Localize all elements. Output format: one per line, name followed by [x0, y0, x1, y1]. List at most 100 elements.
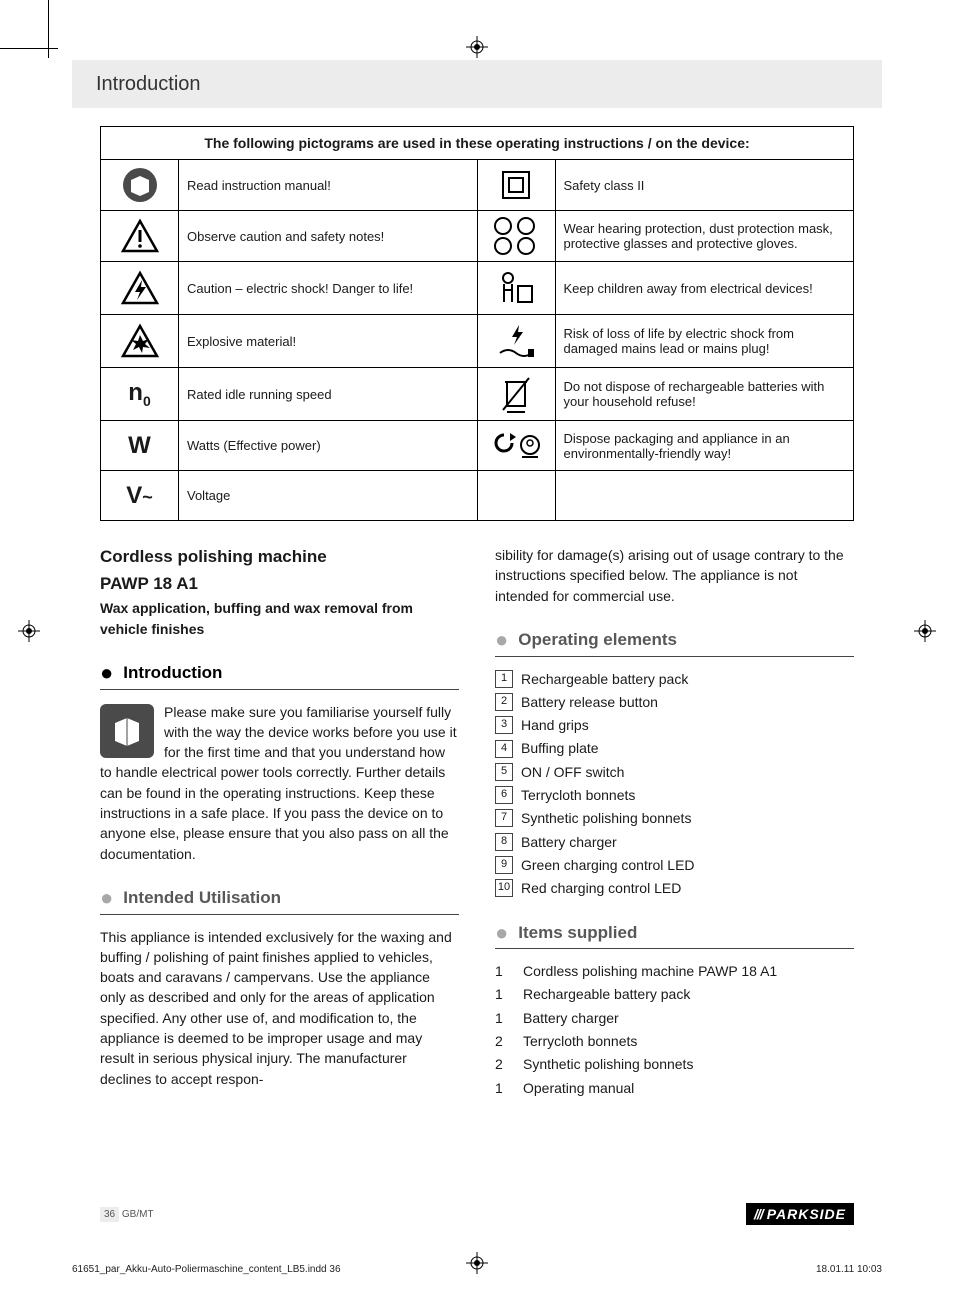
intended-continuation: sibility for damage(s) arising out of us…: [495, 545, 854, 606]
section-heading-introduction: ● Introduction: [100, 661, 459, 690]
item-number-box: 5: [495, 763, 513, 781]
intended-text: This appliance is intended exclusively f…: [100, 927, 459, 1089]
item-label: ON / OFF switch: [521, 762, 624, 782]
list-item: 1 Operating manual: [495, 1078, 854, 1098]
manual-icon: [109, 166, 170, 204]
page-number: 36: [100, 1207, 119, 1222]
item-label: Red charging control LED: [521, 878, 681, 898]
list-item: 4Buffing plate: [495, 738, 854, 758]
item-number-box: 6: [495, 786, 513, 804]
table-row: Observe caution and safety notes! Wear h…: [101, 211, 854, 262]
keep-children-away-icon: [486, 268, 547, 308]
section-title: Introduction: [123, 661, 222, 686]
bullet-icon: ●: [100, 889, 113, 907]
bullet-icon: ●: [495, 924, 508, 942]
list-item: 1Rechargeable battery pack: [495, 669, 854, 689]
section-header: Introduction: [72, 60, 882, 108]
product-subtitle: Wax application, buffing and wax removal…: [100, 598, 459, 639]
ppe-icons: [486, 217, 547, 255]
picto-table-header: The following pictograms are used in the…: [101, 127, 854, 160]
n0-main: n: [128, 379, 143, 406]
pictogram-table: The following pictograms are used in the…: [100, 126, 854, 521]
section-heading-operating: ● Operating elements: [495, 628, 854, 657]
list-item: 10 Red charging control LED: [495, 878, 854, 898]
item-label: Synthetic polishing bonnets: [521, 808, 691, 828]
no-bin-icon: [486, 374, 547, 414]
picto-desc: Caution – electric shock! Danger to life…: [179, 262, 478, 315]
item-qty: 1: [495, 984, 509, 1004]
page-content: Introduction The following pictograms ar…: [72, 60, 882, 1225]
operating-elements-list: 1Rechargeable battery pack 2 Battery relea…: [495, 669, 854, 899]
picto-desc: Watts (Effective power): [179, 421, 478, 471]
bullet-icon: ●: [100, 664, 113, 682]
registration-mark-icon: [18, 620, 40, 642]
item-qty: 1: [495, 961, 509, 981]
tilde-text: ~: [142, 487, 153, 507]
manual-icon: [100, 704, 154, 758]
electric-shock-icon: [109, 268, 170, 308]
item-label: Battery charger: [521, 832, 617, 852]
list-item: 7 Synthetic polishing bonnets: [495, 808, 854, 828]
picto-desc: Observe caution and safety notes!: [179, 211, 478, 262]
item-number-box: 10: [495, 879, 513, 897]
list-item: 2 Terrycloth bonnets: [495, 1031, 854, 1051]
list-item: 8Battery charger: [495, 832, 854, 852]
table-row: Explosive material! Risk of loss of life…: [101, 315, 854, 368]
item-name: Synthetic polishing bonnets: [523, 1054, 693, 1074]
item-qty: 2: [495, 1054, 509, 1074]
item-label: Buffing plate: [521, 738, 599, 758]
intro-paragraph: Please make sure you familiarise yoursel…: [100, 702, 459, 864]
locale: GB/MT: [122, 1209, 154, 1220]
indd-filename: 61651_par_Akku-Auto-Poliermaschine_conte…: [72, 1264, 341, 1275]
item-name: Rechargeable battery pack: [523, 984, 690, 1004]
item-qty: 1: [495, 1008, 509, 1028]
picto-desc: Dispose packaging and appliance in an en…: [555, 421, 854, 471]
brand-slashes-icon: ///: [754, 1206, 763, 1222]
footer-page-info: 36 GB/MT: [100, 1209, 154, 1220]
watt-text: W: [128, 432, 151, 460]
list-item: 3 Hand grips: [495, 715, 854, 735]
item-name: Cordless polishing machine PAWP 18 A1: [523, 961, 777, 981]
item-number-box: 1: [495, 670, 513, 688]
table-row: W Watts (Effective power) Dispose packag…: [101, 421, 854, 471]
product-title-1: Cordless polishing machine: [100, 545, 459, 570]
item-number-box: 7: [495, 809, 513, 827]
voltage-symbol: V~: [109, 477, 170, 514]
picto-desc: Explosive material!: [179, 315, 478, 368]
right-column: sibility for damage(s) arising out of us…: [495, 545, 854, 1101]
item-name: Terrycloth bonnets: [523, 1031, 637, 1051]
item-label: Hand grips: [521, 715, 589, 735]
item-label: Battery release button: [521, 692, 658, 712]
item-name: Operating manual: [523, 1078, 634, 1098]
item-number-box: 9: [495, 856, 513, 874]
table-row: Read instruction manual! Safety class II: [101, 160, 854, 211]
section-title: Operating elements: [518, 628, 677, 653]
watt-symbol: W: [109, 427, 170, 464]
picto-desc: Read instruction manual!: [179, 160, 478, 211]
page-footer: 36 GB/MT ///PARKSIDE: [100, 1203, 854, 1225]
damaged-lead-icon: [486, 321, 547, 361]
crop-mark: [48, 0, 49, 58]
list-item: 2 Synthetic polishing bonnets: [495, 1054, 854, 1074]
class2-icon: [486, 166, 547, 204]
crop-mark: [0, 48, 58, 49]
volt-text: V: [126, 482, 142, 509]
picto-desc: Safety class II: [555, 160, 854, 211]
n0-symbol: n0: [109, 374, 170, 414]
print-meta-line: 61651_par_Akku-Auto-Poliermaschine_conte…: [72, 1264, 882, 1275]
list-item: 1Battery charger: [495, 1008, 854, 1028]
item-qty: 1: [495, 1078, 509, 1098]
section-title: Intended Utilisation: [123, 886, 281, 911]
section-title: Items supplied: [518, 921, 637, 946]
picto-desc: Keep children away from electrical devic…: [555, 262, 854, 315]
item-qty: 2: [495, 1031, 509, 1051]
item-number-box: 3: [495, 716, 513, 734]
list-item: 1 Cordless polishing machine PAWP 18 A1: [495, 961, 854, 981]
print-timestamp: 18.01.11 10:03: [816, 1264, 882, 1275]
product-title-2: PAWP 18 A1: [100, 572, 459, 597]
header-title: Introduction: [96, 73, 201, 96]
item-label: Terrycloth bonnets: [521, 785, 635, 805]
picto-desc: Wear hearing protection, dust protection…: [555, 211, 854, 262]
item-number-box: 2: [495, 693, 513, 711]
list-item: 5 ON / OFF switch: [495, 762, 854, 782]
